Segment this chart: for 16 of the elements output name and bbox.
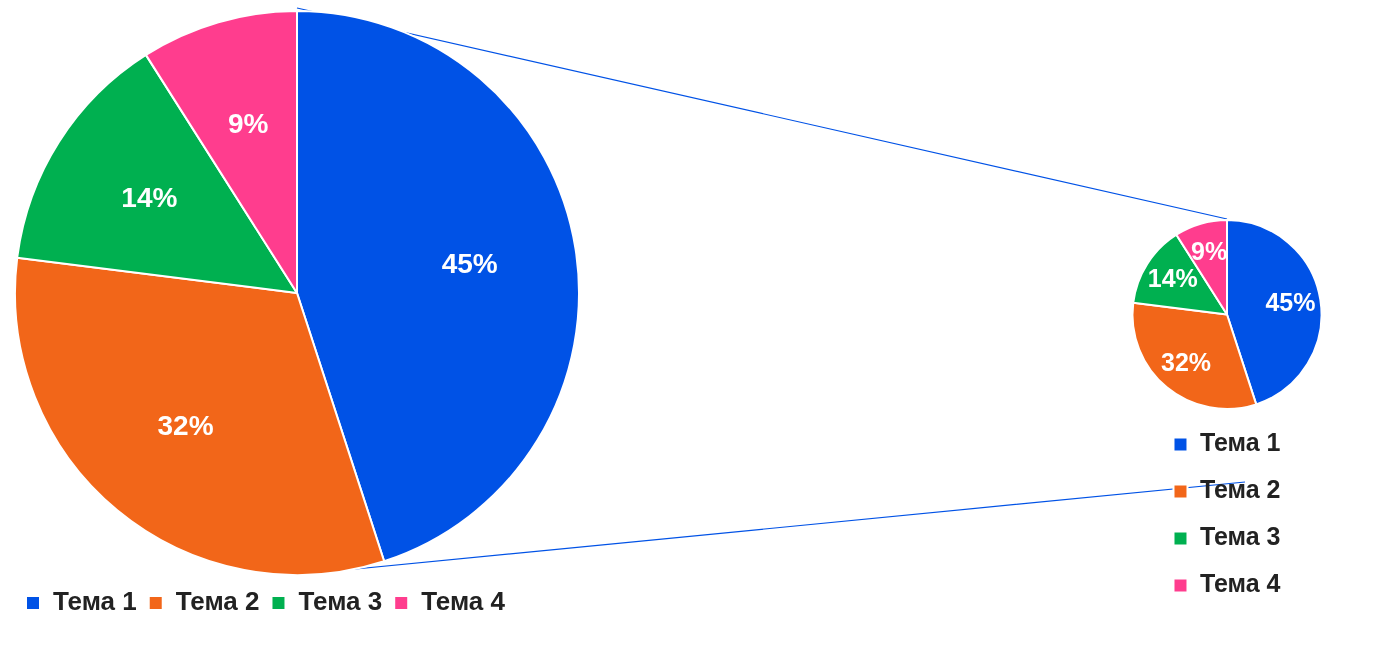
legend-label: Тема 4 [421, 586, 506, 617]
data-label: 32% [157, 410, 214, 442]
legend-label: Тема 1 [53, 586, 137, 617]
data-label: 32% [1161, 347, 1212, 376]
data-label: 14% [121, 182, 178, 214]
data-label: 14% [1147, 263, 1198, 292]
legend-label: Тема 4 [1199, 569, 1281, 598]
legend-label: Тема 1 [1199, 428, 1281, 457]
legend-label: Тема 3 [298, 586, 383, 617]
data-label: 9% [227, 107, 269, 139]
legend-label: Тема 3 [1199, 522, 1281, 551]
data-label: 45% [441, 248, 498, 280]
legend-label: Тема 2 [175, 586, 260, 617]
data-label: 45% [1265, 288, 1316, 317]
legend-label: Тема 2 [1199, 475, 1281, 504]
data-label: 9% [1191, 236, 1228, 265]
